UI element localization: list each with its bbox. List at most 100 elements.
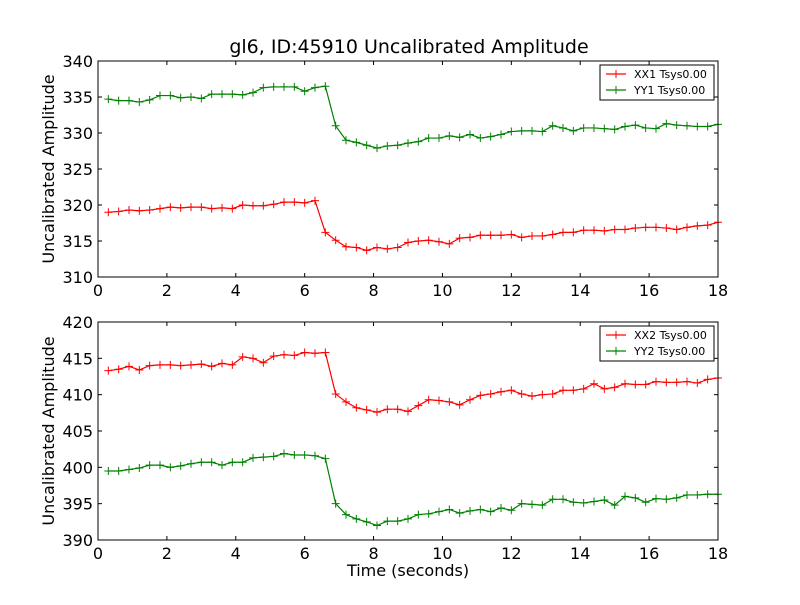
x-tick-label: 16 bbox=[639, 544, 659, 563]
data-point bbox=[672, 493, 681, 502]
data-point bbox=[486, 389, 495, 398]
x-tick-label: 0 bbox=[93, 544, 103, 563]
y-tick-label: 405 bbox=[62, 422, 93, 441]
data-point bbox=[435, 134, 443, 143]
x-tick-label: 12 bbox=[501, 544, 521, 563]
data-point bbox=[497, 130, 505, 139]
data-point bbox=[466, 395, 474, 404]
data-point bbox=[135, 98, 144, 107]
data-point bbox=[693, 379, 702, 388]
data-point bbox=[683, 377, 691, 386]
data-point bbox=[497, 504, 505, 513]
legend-box bbox=[599, 325, 715, 362]
y-tick-label: 330 bbox=[62, 124, 93, 143]
data-point bbox=[621, 492, 629, 501]
data-point bbox=[476, 391, 485, 400]
data-point bbox=[455, 133, 464, 142]
data-point bbox=[507, 506, 516, 515]
data-point bbox=[269, 452, 278, 461]
legend-label: YY1 Tsys0.00 bbox=[633, 84, 705, 97]
data-point bbox=[662, 378, 671, 387]
data-point bbox=[280, 449, 288, 458]
x-tick-label: 2 bbox=[162, 544, 172, 563]
data-point bbox=[517, 389, 526, 398]
data-point bbox=[207, 90, 216, 99]
data-point bbox=[197, 94, 206, 103]
y-tick-label: 310 bbox=[62, 268, 93, 287]
data-point bbox=[641, 380, 650, 389]
data-point bbox=[383, 517, 392, 526]
data-point bbox=[259, 201, 268, 210]
data-point bbox=[135, 206, 144, 215]
data-point bbox=[383, 244, 392, 253]
data-point bbox=[331, 121, 340, 130]
data-point bbox=[218, 90, 226, 99]
data-point bbox=[218, 203, 226, 212]
data-point bbox=[466, 130, 474, 139]
data-point bbox=[590, 497, 598, 506]
data-point bbox=[610, 501, 619, 510]
data-point bbox=[166, 91, 175, 100]
data-point bbox=[176, 361, 185, 370]
data-point bbox=[600, 384, 609, 393]
data-point bbox=[631, 121, 640, 130]
y-tick-label: 395 bbox=[62, 495, 93, 514]
data-point bbox=[455, 509, 464, 518]
data-point bbox=[362, 141, 371, 150]
data-point bbox=[187, 93, 195, 101]
data-point bbox=[145, 461, 154, 470]
data-point bbox=[145, 95, 154, 104]
data-point bbox=[352, 403, 361, 412]
data-point bbox=[311, 196, 319, 205]
data-point bbox=[548, 230, 557, 239]
data-point bbox=[259, 83, 268, 92]
data-point bbox=[610, 125, 619, 134]
y-tick-label: 320 bbox=[62, 196, 93, 215]
x-tick-label: 18 bbox=[708, 544, 728, 563]
data-point bbox=[311, 349, 319, 358]
data-point bbox=[424, 509, 433, 518]
data-point bbox=[579, 226, 588, 235]
data-point bbox=[486, 231, 495, 240]
series-2 bbox=[104, 82, 722, 153]
x-tick-label: 4 bbox=[231, 544, 241, 563]
data-point bbox=[393, 405, 402, 414]
data-point bbox=[125, 362, 133, 371]
data-point bbox=[383, 405, 392, 414]
data-point bbox=[156, 91, 164, 100]
data-point bbox=[207, 204, 216, 213]
data-point bbox=[579, 123, 588, 132]
data-point bbox=[187, 459, 195, 468]
data-point bbox=[404, 407, 412, 416]
data-point bbox=[373, 144, 381, 153]
data-point bbox=[445, 239, 454, 248]
y-tick-label: 325 bbox=[62, 160, 93, 179]
y-tick-label: 390 bbox=[62, 531, 93, 550]
data-point bbox=[517, 126, 526, 135]
data-point bbox=[414, 401, 423, 410]
x-tick-label: 16 bbox=[639, 281, 659, 300]
data-point bbox=[114, 365, 123, 374]
data-point bbox=[435, 396, 443, 405]
data-point bbox=[662, 119, 671, 128]
data-point bbox=[249, 201, 257, 210]
x-tick-label: 14 bbox=[570, 544, 590, 563]
data-point bbox=[590, 123, 598, 132]
x-tick-label: 4 bbox=[231, 281, 241, 300]
data-point bbox=[342, 136, 350, 145]
data-point bbox=[125, 465, 133, 474]
data-point bbox=[559, 123, 567, 132]
legend-marker bbox=[612, 331, 620, 339]
data-point bbox=[590, 226, 598, 235]
data-point bbox=[507, 386, 516, 395]
data-point bbox=[321, 82, 330, 91]
data-point bbox=[197, 458, 206, 467]
data-point bbox=[538, 127, 547, 136]
data-point bbox=[228, 458, 237, 467]
legend-label: YY2 Tsys0.00 bbox=[633, 345, 705, 358]
data-point bbox=[176, 461, 185, 470]
data-point bbox=[693, 221, 702, 230]
data-point bbox=[269, 352, 278, 361]
data-point bbox=[579, 384, 588, 393]
data-point bbox=[621, 379, 629, 388]
